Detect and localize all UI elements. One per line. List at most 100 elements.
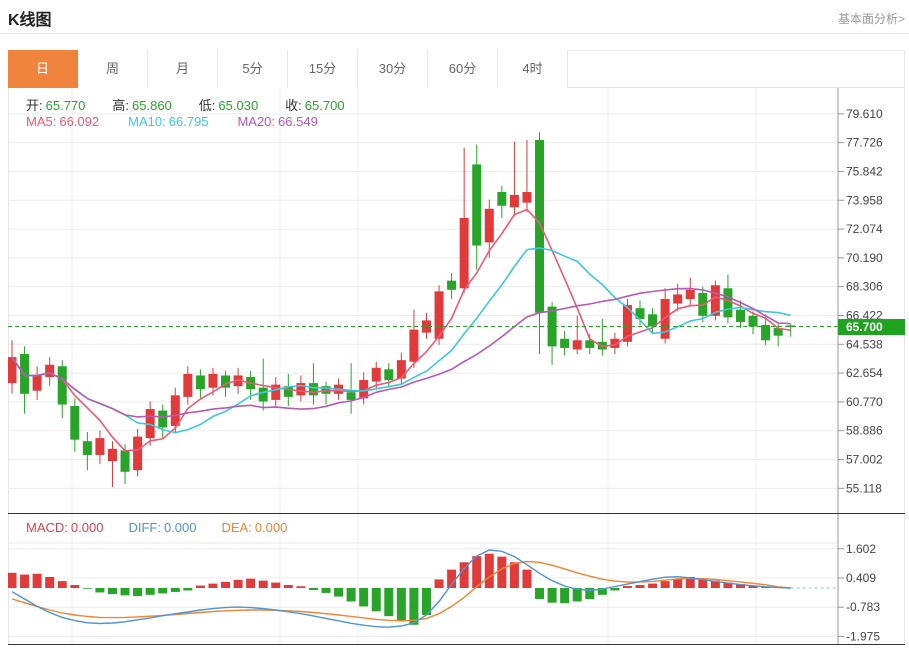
low-label: 低: <box>198 98 216 113</box>
y-axis-label: 64.538 <box>846 337 883 351</box>
dea-label: DEA: <box>221 520 252 535</box>
candle <box>283 386 293 397</box>
macd-bar <box>145 588 155 595</box>
tab-4hour[interactable]: 4时 <box>498 50 568 88</box>
diff-value: 0.000 <box>163 520 197 535</box>
open-label: 开: <box>26 98 43 113</box>
macd-bar <box>660 581 670 588</box>
macd-bar <box>409 588 419 625</box>
macd-bar <box>32 573 42 588</box>
candle <box>371 367 381 382</box>
macd-bar <box>246 578 256 588</box>
close-value: 65.700 <box>304 98 345 113</box>
main-candlestick-chart[interactable]: 79.610 77.726 75.842 73.958 72.074 70.190 68.3… <box>8 88 905 513</box>
macd-bar <box>447 569 457 588</box>
macd-bar <box>535 588 545 600</box>
y-axis-label: 58.886 <box>846 424 883 438</box>
macd-bar <box>509 562 519 588</box>
macd-bar <box>271 582 281 588</box>
macd-bar <box>233 579 243 588</box>
candle <box>560 338 570 348</box>
macd-bar <box>296 586 306 588</box>
macd-bar <box>648 583 658 588</box>
macd-bar <box>710 580 720 588</box>
macd-bar <box>622 586 632 588</box>
tab-day[interactable]: 日 <box>8 50 78 88</box>
y-axis-label: 57.002 <box>846 453 883 467</box>
macd-bar <box>183 588 193 591</box>
macd-bar <box>735 584 745 588</box>
candle <box>660 299 670 339</box>
tab-30min[interactable]: 30分 <box>358 50 428 88</box>
candle <box>635 308 645 319</box>
macd-bar <box>560 588 570 604</box>
diff-label: DIFF: <box>128 520 161 535</box>
macd-bar <box>610 588 620 591</box>
fundamental-analysis-link[interactable]: 基本面分析> <box>837 12 905 26</box>
macd-bar <box>221 581 231 588</box>
y-axis-label: 70.190 <box>846 251 883 265</box>
y-axis-label: 0.409 <box>846 571 876 585</box>
candle <box>346 392 356 400</box>
y-axis-label: 77.726 <box>846 136 883 150</box>
candle <box>509 195 519 208</box>
y-axis-label: 55.118 <box>846 481 882 495</box>
tab-15min[interactable]: 15分 <box>288 50 358 88</box>
macd-bar <box>258 580 268 588</box>
macd-bar <box>472 556 482 588</box>
macd-bar <box>82 588 92 589</box>
close-label: 收: <box>285 98 302 113</box>
tab-60min[interactable]: 60分 <box>428 50 498 88</box>
candle <box>761 324 771 341</box>
macd-bar <box>421 588 431 615</box>
ma10-line <box>11 247 791 434</box>
y-axis-label: 60.770 <box>846 395 883 409</box>
candle <box>723 288 733 318</box>
macd-value: 0.000 <box>70 520 104 535</box>
y-axis-label: 79.610 <box>846 107 883 121</box>
candle <box>133 436 143 471</box>
macd-bar <box>698 579 708 588</box>
macd-bar <box>685 576 695 588</box>
candle <box>221 375 231 388</box>
macd-bar <box>384 588 394 617</box>
tab-week[interactable]: 周 <box>78 50 148 88</box>
high-label: 高: <box>112 98 130 113</box>
candle <box>547 306 557 347</box>
candle <box>308 383 318 396</box>
tab-month[interactable]: 月 <box>148 50 218 88</box>
candle <box>522 191 532 203</box>
y-axis-label: -0.783 <box>846 600 880 614</box>
candle <box>572 340 582 350</box>
y-axis-label: -1.975 <box>846 629 880 643</box>
candle <box>497 191 507 206</box>
candle <box>409 329 419 362</box>
macd-bar <box>459 562 469 588</box>
candle <box>685 289 695 300</box>
macd-label: MACD: <box>26 520 68 535</box>
macd-bar <box>748 585 758 588</box>
candle <box>447 280 457 290</box>
candle <box>610 338 620 348</box>
candle <box>472 164 482 246</box>
macd-bar <box>170 588 180 592</box>
candle <box>45 364 55 377</box>
macd-bar <box>434 579 444 588</box>
y-axis-label: 1.602 <box>846 542 876 556</box>
macd-bar <box>572 588 582 602</box>
y-axis-label: 62.654 <box>846 366 883 380</box>
y-axis-label: 73.958 <box>846 193 883 207</box>
macd-bar <box>8 572 17 588</box>
candle <box>648 314 658 327</box>
macd-bar <box>635 585 645 588</box>
y-axis-label: 68.306 <box>846 280 883 294</box>
diff-line <box>11 549 791 628</box>
macd-bar <box>497 556 507 588</box>
ma5-value: 66.092 <box>59 114 100 129</box>
macd-bar <box>158 588 168 594</box>
macd-chart[interactable]: 1.602 0.409 -0.783 -1.975 <box>8 513 905 645</box>
candle <box>396 360 406 379</box>
candle <box>535 139 545 313</box>
tab-5min[interactable]: 5分 <box>218 50 288 88</box>
